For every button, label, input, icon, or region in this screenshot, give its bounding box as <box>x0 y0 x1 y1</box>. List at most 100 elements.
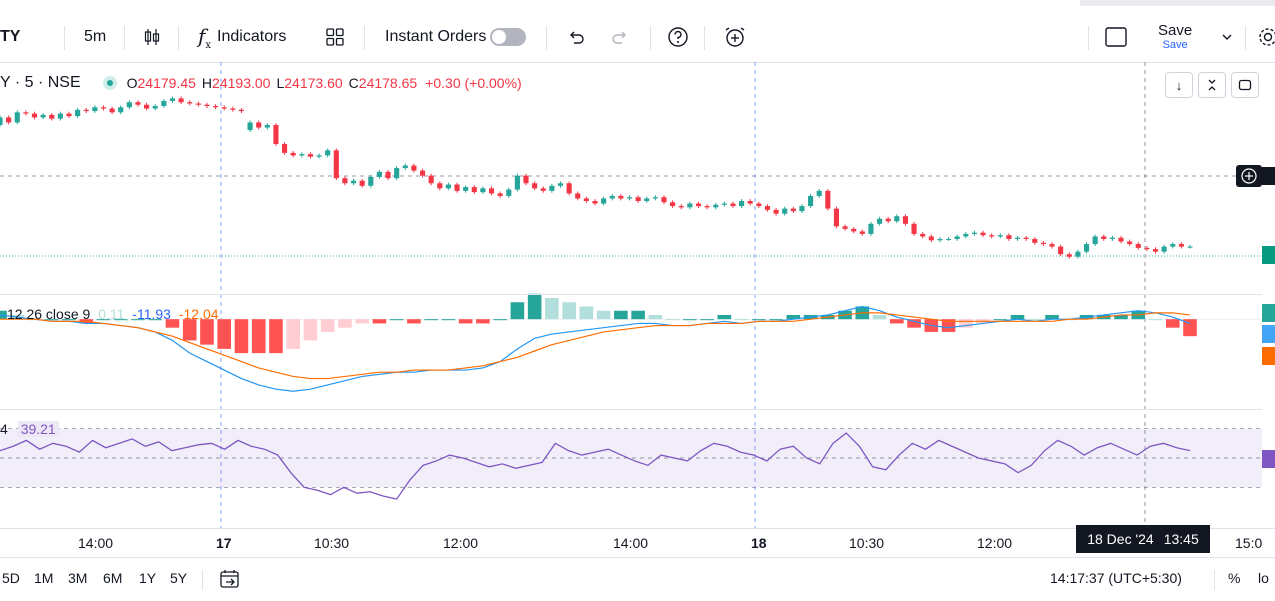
range-3m-button[interactable]: 3M <box>68 570 88 586</box>
candle-body <box>799 206 805 212</box>
goto-date-button[interactable] <box>218 567 242 594</box>
macd-histogram-bar <box>96 319 111 321</box>
candle-body <box>213 106 219 108</box>
save-button[interactable]: Save Save <box>1158 12 1192 62</box>
candle-body <box>307 154 314 157</box>
candle-body <box>851 228 857 232</box>
candle-body <box>1014 237 1021 239</box>
candle-body <box>144 104 150 109</box>
rsi-tag <box>1262 450 1275 468</box>
candle-body <box>601 198 607 204</box>
scroll-down-button[interactable]: ↓ <box>1165 72 1193 98</box>
candle-body <box>385 171 391 179</box>
candle-body <box>868 223 874 234</box>
candle-body <box>31 113 38 118</box>
indicators-button[interactable]: fx Indicators <box>198 12 286 62</box>
candle-body <box>40 114 46 118</box>
toggle-switch[interactable] <box>490 28 527 46</box>
macd-histogram-bar <box>631 310 645 320</box>
toolbar-separator <box>1214 570 1215 590</box>
candle-body <box>325 150 331 156</box>
candle-body <box>644 198 650 201</box>
crosshair-price-tag <box>1262 167 1275 185</box>
time-label: 14:00 <box>78 535 114 551</box>
candle-body <box>1178 244 1184 247</box>
maximize-button[interactable] <box>1231 72 1259 98</box>
candle-body <box>14 112 20 123</box>
time-label: 14:00 <box>613 535 649 551</box>
candle-body <box>57 113 63 119</box>
macd-histogram-bar <box>562 302 576 320</box>
layout-button[interactable] <box>1104 12 1128 62</box>
pane-separator[interactable] <box>0 294 1262 295</box>
log-scale-button[interactable]: lo <box>1258 570 1269 586</box>
save-menu-button[interactable] <box>1220 12 1234 62</box>
chart-canvas[interactable] <box>0 62 1275 528</box>
macd-histogram-bar <box>941 319 956 332</box>
range-6m-button[interactable]: 6M <box>103 570 123 586</box>
toolbar-separator <box>704 26 705 50</box>
macd-pane <box>0 293 1262 392</box>
candle-body <box>549 185 555 191</box>
macd-histogram-bar <box>217 319 232 349</box>
macd-histogram-bar <box>182 319 197 341</box>
candle-body <box>1170 244 1176 247</box>
redo-button[interactable] <box>610 12 630 62</box>
macd-histogram-bar <box>527 293 542 320</box>
candle-body <box>281 144 288 153</box>
range-5y-button[interactable]: 5Y <box>170 570 188 586</box>
range-5d-button[interactable]: 5D <box>2 570 20 586</box>
add-alert-plus-button[interactable] <box>1236 165 1262 187</box>
time-axis[interactable]: 14:00 17 10:30 12:00 14:00 18 10:30 12:0… <box>0 525 1275 557</box>
instant-orders-toggle[interactable]: Instant Orders <box>385 12 527 62</box>
range-1y-button[interactable]: 1Y <box>139 570 157 586</box>
percent-scale-button[interactable]: % <box>1228 570 1241 586</box>
candle-body <box>609 195 615 199</box>
interval-button[interactable]: 5m <box>84 12 106 62</box>
undo-button[interactable] <box>566 12 586 62</box>
candle-body <box>997 235 1003 237</box>
range-1m-button[interactable]: 1M <box>34 570 54 586</box>
candle-body <box>187 102 193 104</box>
macd-histogram-bar <box>614 310 628 320</box>
clock-timezone[interactable]: 14:17:37 (UTC+5:30) <box>1050 570 1182 586</box>
low-value: 24173.60 <box>284 75 343 91</box>
toolbar-separator <box>650 26 651 50</box>
candle-body <box>49 114 55 119</box>
alert-button[interactable] <box>723 12 747 62</box>
symbol-button[interactable]: TY <box>0 12 20 62</box>
signal-line-tag <box>1262 347 1275 365</box>
candle-body <box>333 150 339 179</box>
candle-body <box>161 100 167 106</box>
collapse-button[interactable] <box>1198 72 1226 98</box>
candle-body <box>497 193 503 196</box>
candle-body <box>678 206 684 208</box>
candle-body <box>195 103 201 105</box>
candle-body <box>514 175 520 190</box>
grid-icon <box>326 28 344 46</box>
price-legend: Y · 5 · NSE O 24179.45 H 24193.00 L 24173.6… <box>0 74 522 92</box>
alarm-clock-icon <box>725 27 745 47</box>
pane-separator[interactable] <box>0 409 1262 410</box>
candle-body <box>928 236 934 241</box>
candle-body <box>402 165 408 169</box>
candle-body <box>920 233 926 237</box>
candle-body <box>316 155 322 157</box>
market-status-dot <box>102 76 117 90</box>
help-button[interactable] <box>667 12 689 62</box>
candle-body <box>773 209 779 214</box>
candle-type-button[interactable] <box>142 12 162 62</box>
time-label: 10:30 <box>849 535 885 551</box>
candle-body <box>221 107 227 109</box>
collapse-icon <box>1208 79 1216 91</box>
bottom-toolbar: 5D 1M 3M 6M 1Y 5Y 14:17:37 (UTC+5:30) % … <box>0 557 1275 601</box>
macd-histogram-bar <box>1027 319 1042 321</box>
settings-button[interactable] <box>1256 12 1275 62</box>
crosshair-time: 13:45 <box>1163 531 1199 547</box>
instant-orders-label: Instant Orders <box>385 28 487 45</box>
legend-symbol: Y · 5 · NSE <box>0 74 81 91</box>
macd-histogram-bar <box>1114 314 1128 320</box>
templates-button[interactable] <box>325 12 345 62</box>
top-toolbar: TY 5m fx Indicators Instant Orders Save … <box>0 12 1275 63</box>
last-price-tag <box>1262 246 1275 264</box>
